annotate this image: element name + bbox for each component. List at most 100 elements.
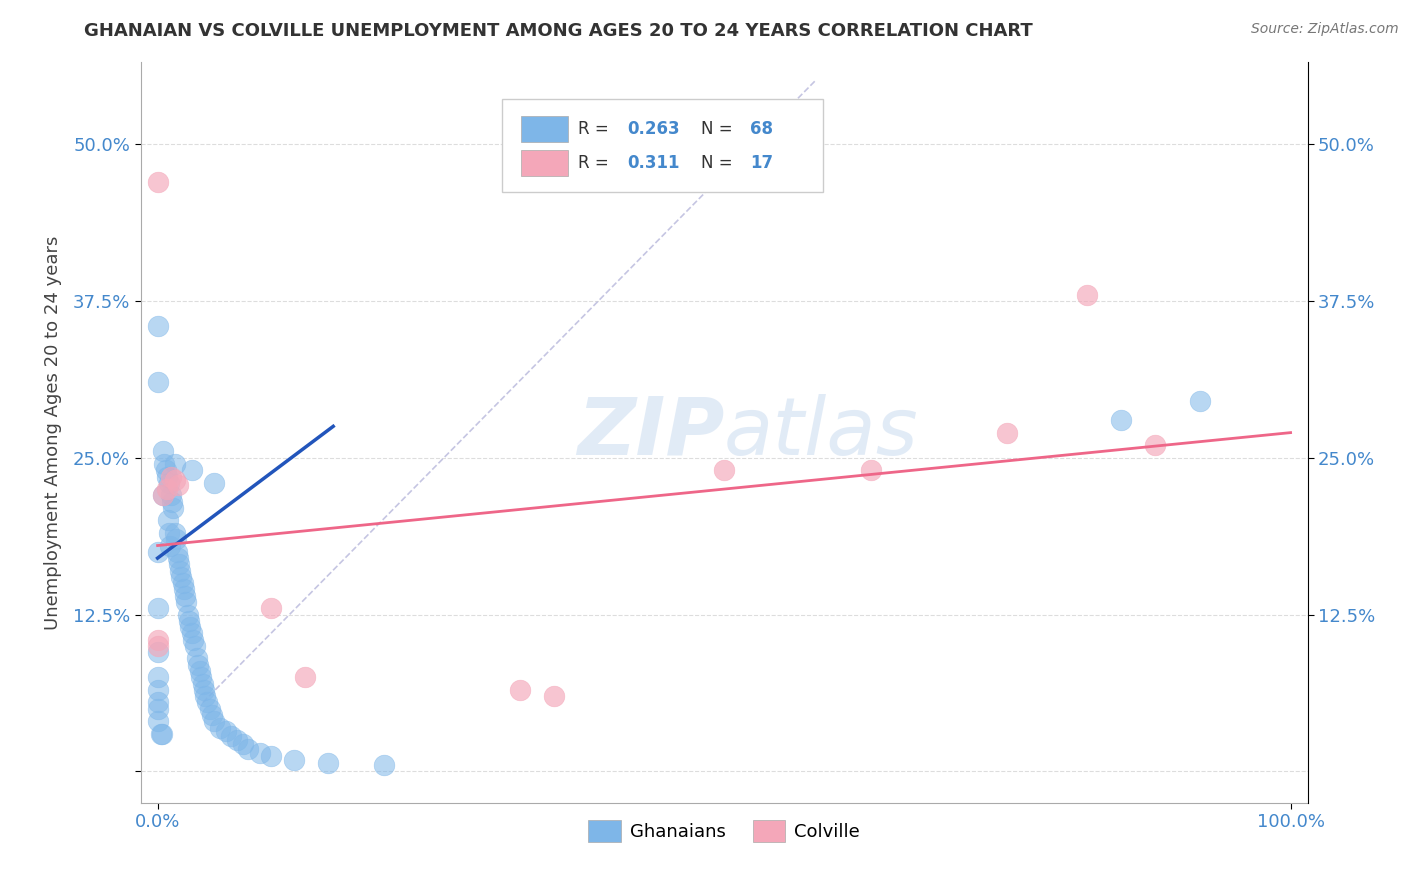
Point (174, 595, 197, 609)
Point (146, 601, 169, 615)
Point (202, 475, 225, 490)
Point (208, 721, 231, 735)
Text: 68: 68 (749, 120, 773, 138)
Point (159, 539, 181, 553)
Text: N =: N = (700, 120, 738, 138)
Point (1188, 394, 1211, 409)
Point (157, 526, 180, 541)
Point (188, 664, 211, 678)
Point (194, 689, 217, 703)
Point (173, 589, 195, 603)
Text: R =: R = (578, 120, 614, 138)
Point (193, 682, 215, 697)
Point (509, 682, 531, 697)
Point (146, 682, 169, 697)
Point (146, 645, 169, 659)
Point (146, 639, 169, 653)
Point (167, 558, 190, 572)
Point (172, 576, 194, 591)
Text: R =: R = (578, 154, 620, 172)
Point (191, 676, 214, 690)
Point (166, 545, 188, 559)
Point (146, 376, 169, 390)
Point (152, 488, 174, 502)
Point (170, 570, 193, 584)
Point (187, 657, 209, 672)
Point (165, 533, 187, 547)
Point (260, 749, 283, 764)
Point (157, 475, 180, 490)
Point (153, 457, 176, 471)
Point (163, 473, 186, 487)
Point (180, 463, 202, 477)
Point (146, 714, 169, 729)
Point (197, 695, 219, 709)
Point (162, 494, 184, 508)
Point (152, 444, 174, 458)
Point (146, 318, 169, 333)
Point (232, 737, 254, 751)
Point (995, 425, 1018, 440)
Point (198, 701, 221, 715)
Point (163, 457, 186, 471)
Point (184, 639, 207, 653)
Point (179, 620, 201, 634)
Point (177, 607, 200, 622)
FancyBboxPatch shape (522, 150, 568, 176)
Point (167, 478, 190, 492)
Point (156, 482, 179, 496)
Point (173, 582, 195, 597)
Text: N =: N = (700, 154, 738, 172)
Text: 17: 17 (749, 154, 773, 172)
Point (162, 500, 184, 515)
Point (169, 564, 191, 578)
Point (146, 695, 169, 709)
Point (860, 463, 883, 477)
Y-axis label: Unemployment Among Ages 20 to 24 years: Unemployment Among Ages 20 to 24 years (44, 235, 62, 630)
Text: 0.263: 0.263 (627, 120, 681, 138)
Point (260, 601, 283, 615)
Point (1076, 287, 1098, 301)
Point (316, 756, 339, 770)
Point (543, 689, 565, 703)
Point (373, 758, 395, 772)
Point (167, 551, 190, 566)
Point (156, 513, 179, 527)
Point (1143, 438, 1166, 452)
Point (146, 670, 169, 684)
Point (186, 651, 208, 665)
Point (146, 545, 169, 559)
Point (160, 488, 183, 502)
Point (155, 463, 177, 477)
Text: atlas: atlas (724, 393, 920, 472)
Point (249, 746, 271, 760)
Legend: Ghanaians, Colville: Ghanaians, Colville (581, 813, 868, 849)
Point (202, 714, 225, 729)
Point (179, 614, 201, 628)
Point (146, 701, 169, 715)
FancyBboxPatch shape (502, 99, 824, 192)
Point (181, 632, 204, 647)
Text: GHANAIAN VS COLVILLE UNEMPLOYMENT AMONG AGES 20 TO 24 YEARS CORRELATION CHART: GHANAIAN VS COLVILLE UNEMPLOYMENT AMONG … (84, 22, 1033, 40)
Point (150, 727, 173, 741)
Text: Source: ZipAtlas.com: Source: ZipAtlas.com (1251, 22, 1399, 37)
Point (225, 733, 247, 747)
FancyBboxPatch shape (522, 117, 568, 143)
Text: 0.311: 0.311 (627, 154, 679, 172)
Point (190, 670, 212, 684)
Point (214, 724, 236, 739)
Point (156, 469, 179, 483)
Text: ZIP: ZIP (576, 393, 724, 472)
Point (152, 488, 174, 502)
Point (150, 727, 173, 741)
Point (238, 742, 260, 756)
Point (146, 632, 169, 647)
Point (294, 670, 316, 684)
Point (283, 753, 305, 767)
Point (163, 526, 186, 541)
Point (1109, 413, 1132, 427)
Point (146, 175, 169, 189)
Point (713, 463, 735, 477)
Point (160, 469, 183, 483)
Point (180, 626, 202, 640)
